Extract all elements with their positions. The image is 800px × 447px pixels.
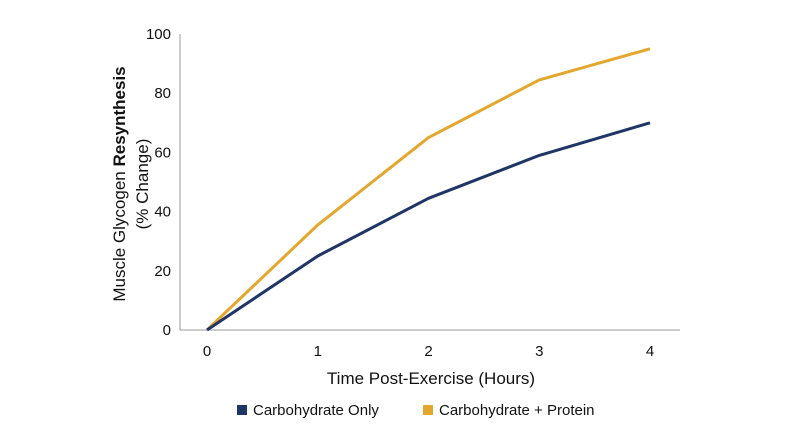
y-tick-label: 100 <box>146 26 171 43</box>
x-tick-label: 1 <box>314 343 322 360</box>
y-tick-label: 80 <box>154 85 171 102</box>
series-lines <box>205 47 651 332</box>
legend-swatch-carbohydrate-only <box>237 405 247 415</box>
x-tick-label: 4 <box>646 343 654 360</box>
x-tick-label: 2 <box>424 343 432 360</box>
y-axis-subtitle: (% Change) <box>133 139 152 230</box>
x-tick-label: 3 <box>535 343 543 360</box>
series-line-carbohydrate-protein <box>205 47 651 332</box>
series-line-carbohydrate-only <box>206 121 651 332</box>
x-axis-title: Time Post-Exercise (Hours) <box>327 369 535 388</box>
legend-item-carbohydrate-protein: Carbohydrate + Protein <box>423 402 595 419</box>
y-tick-labels: 0 20 40 60 80 100 <box>146 26 171 339</box>
legend-swatch-carbohydrate-protein <box>423 405 433 415</box>
y-axis-title-prefix: Muscle Glycogen <box>110 167 129 302</box>
legend-item-carbohydrate-only: Carbohydrate Only <box>237 402 379 419</box>
y-tick-label: 60 <box>154 144 171 161</box>
y-tick-label: 40 <box>154 204 171 221</box>
y-axis-title: Muscle Glycogen Resynthesis <box>110 66 129 301</box>
x-tick-label: 0 <box>203 343 211 360</box>
y-tick-label: 0 <box>163 322 171 339</box>
legend: Carbohydrate Only Carbohydrate + Protein <box>237 402 595 419</box>
y-tick-label: 20 <box>154 263 171 280</box>
y-axis-title-bold: Resynthesis <box>110 66 129 166</box>
x-tick-labels: 0 1 2 3 4 <box>203 343 654 360</box>
legend-label-carbohydrate-only: Carbohydrate Only <box>253 402 379 419</box>
axes <box>179 34 680 331</box>
legend-label-carbohydrate-protein: Carbohydrate + Protein <box>439 402 595 419</box>
